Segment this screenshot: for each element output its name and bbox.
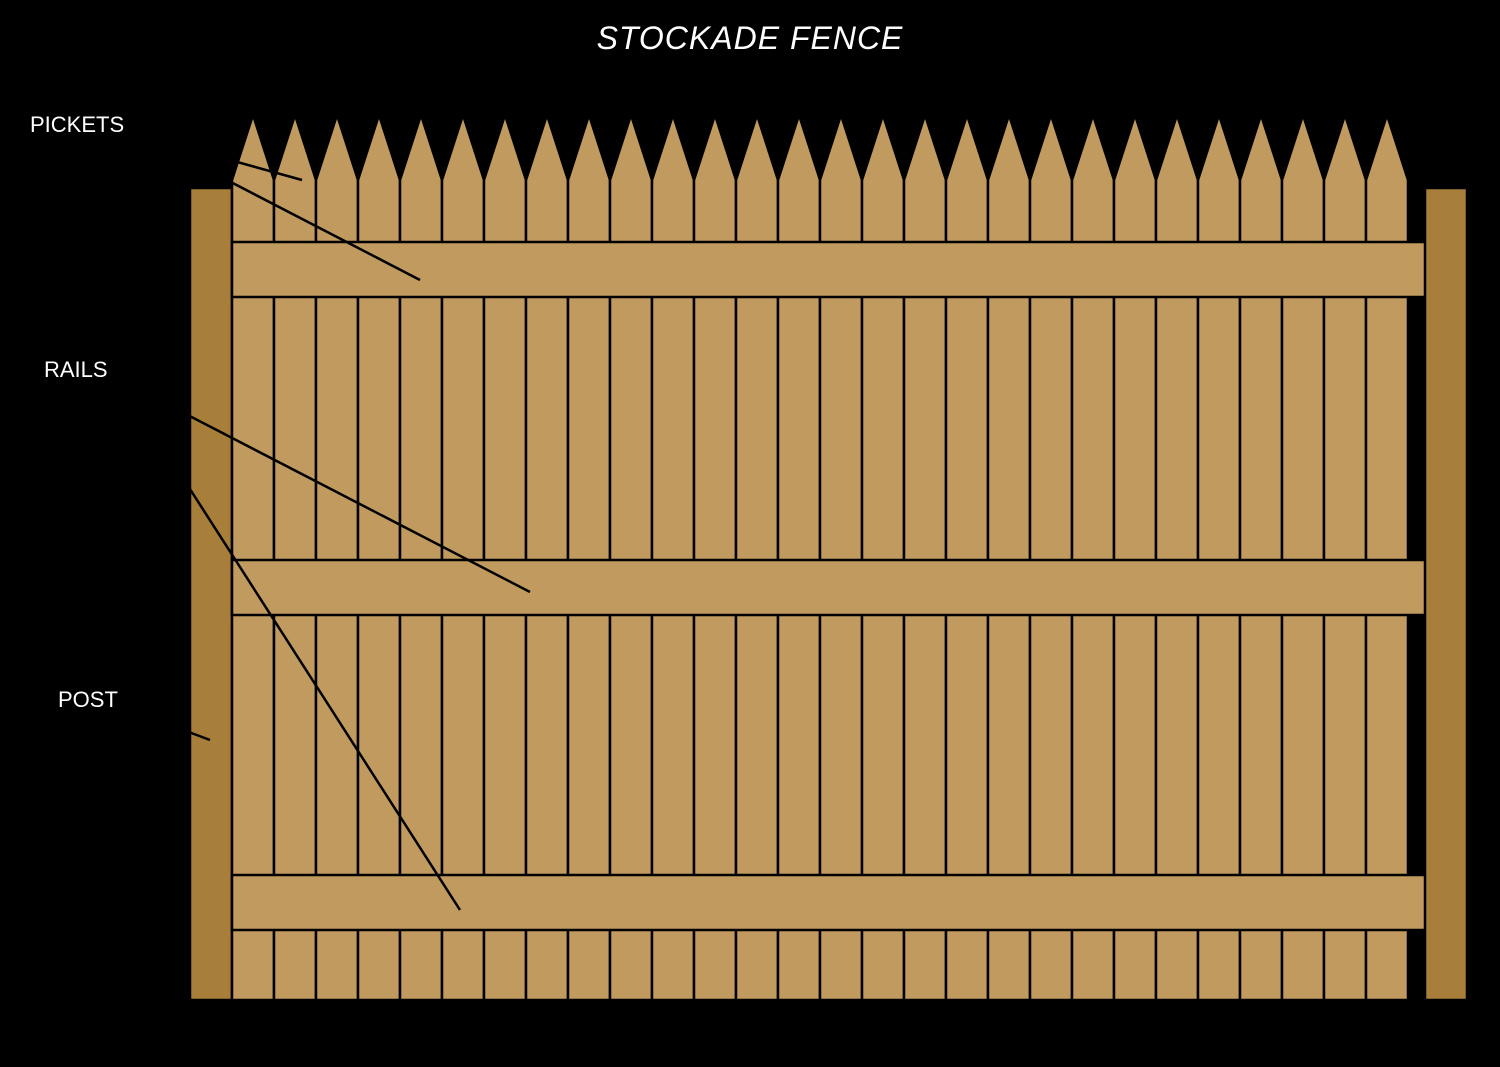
rail-2 xyxy=(232,875,1467,930)
post-right xyxy=(1425,188,1467,1000)
post-left xyxy=(190,188,232,1000)
fence-diagram xyxy=(0,0,1500,1067)
rail-0 xyxy=(232,242,1467,297)
leader-pickets xyxy=(140,135,302,180)
rail-1 xyxy=(232,560,1467,615)
